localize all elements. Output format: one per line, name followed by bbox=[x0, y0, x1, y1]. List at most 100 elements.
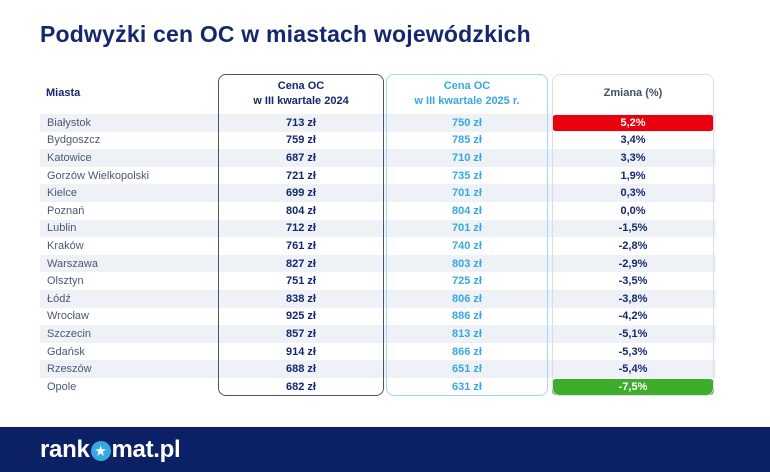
city-cell: Katowice bbox=[47, 151, 92, 164]
change-badge: -4,2% bbox=[618, 310, 648, 323]
price-2024-cell: 682 zł bbox=[286, 380, 316, 393]
price-2025-cell: 785 zł bbox=[452, 134, 482, 147]
city-cell: Rzeszów bbox=[47, 363, 92, 376]
star-icon: ★ bbox=[90, 440, 111, 461]
city-cell: Kraków bbox=[47, 239, 84, 252]
price-2024-cell: 838 zł bbox=[286, 292, 316, 305]
price-2025-cell: 701 zł bbox=[452, 222, 482, 235]
price-2024-cell: 827 zł bbox=[286, 257, 316, 270]
price-2025-cell: 886 zł bbox=[452, 310, 482, 323]
city-cell: Gorzów Wielkopolski bbox=[47, 169, 150, 182]
change-cell: -2,9% bbox=[550, 255, 716, 273]
table-row: Łódź 838 zł 806 zł -3,8% bbox=[40, 289, 716, 308]
change-badge: -2,8% bbox=[618, 239, 648, 252]
change-cell: -4,2% bbox=[550, 308, 716, 326]
change-cell: 3,4% bbox=[550, 132, 716, 150]
table-row: Lublin 712 zł 701 zł -1,5% bbox=[40, 219, 716, 238]
city-cell: Gdańsk bbox=[47, 345, 85, 358]
table-row: Wrocław 925 zł 886 zł -4,2% bbox=[40, 308, 716, 326]
change-cell: 1,9% bbox=[550, 167, 716, 185]
price-2025-cell: 804 zł bbox=[452, 204, 482, 217]
change-cell: -5,4% bbox=[550, 360, 716, 378]
price-2025-cell: 750 zł bbox=[452, 116, 482, 129]
page-title: Podwyżki cen OC w miastach wojewódzkich bbox=[40, 21, 531, 47]
change-badge: 0,0% bbox=[620, 204, 646, 217]
change-badge: 5,2% bbox=[552, 114, 714, 131]
change-cell: -2,8% bbox=[550, 237, 716, 255]
header-cities: Miasta bbox=[46, 87, 81, 100]
price-table: Miasta Cena OC w III kwartale 2024 Cena … bbox=[40, 74, 716, 396]
change-badge: -5,1% bbox=[618, 327, 648, 340]
price-2025-cell: 740 zł bbox=[452, 239, 482, 252]
table-row: Białystok 713 zł 750 zł 5,2% bbox=[40, 114, 716, 132]
price-2024-cell: 914 zł bbox=[286, 345, 316, 358]
change-cell: 0,3% bbox=[550, 184, 716, 202]
price-2025-cell: 866 zł bbox=[452, 345, 482, 358]
table-row: Warszawa 827 zł 803 zł -2,9% bbox=[40, 254, 716, 273]
table-row: Olsztyn 751 zł 725 zł -3,5% bbox=[40, 272, 716, 290]
change-badge: -3,8% bbox=[618, 292, 648, 305]
change-badge: 3,3% bbox=[620, 151, 646, 164]
table-header-row: Miasta Cena OC w III kwartale 2024 Cena … bbox=[40, 74, 716, 114]
price-2024-cell: 857 zł bbox=[286, 327, 316, 340]
price-2024-cell: 721 zł bbox=[286, 169, 316, 182]
price-2024-cell: 759 zł bbox=[286, 134, 316, 147]
city-cell: Opole bbox=[47, 380, 77, 393]
city-cell: Lublin bbox=[47, 222, 77, 235]
change-cell: -7,5% bbox=[550, 378, 716, 396]
table-body: Białystok 713 zł 750 zł 5,2% Bydgoszcz 7… bbox=[40, 114, 716, 396]
table-row: Kielce 699 zł 701 zł 0,3% bbox=[40, 184, 716, 202]
change-cell: -3,5% bbox=[550, 272, 716, 290]
change-cell: -5,3% bbox=[550, 343, 716, 361]
price-2025-cell: 701 zł bbox=[452, 187, 482, 200]
price-2025-cell: 631 zł bbox=[452, 380, 482, 393]
price-2024-cell: 713 zł bbox=[286, 116, 316, 129]
city-cell: Bydgoszcz bbox=[47, 134, 101, 147]
price-2025-cell: 710 zł bbox=[452, 151, 482, 164]
change-badge: -5,4% bbox=[618, 363, 648, 376]
table-row: Bydgoszcz 759 zł 785 zł 3,4% bbox=[40, 132, 716, 150]
city-cell: Wrocław bbox=[47, 310, 89, 323]
change-cell: -1,5% bbox=[550, 220, 716, 238]
price-2024-cell: 804 zł bbox=[286, 204, 316, 217]
change-badge: -7,5% bbox=[552, 378, 714, 395]
change-badge: -3,5% bbox=[618, 275, 648, 288]
change-cell: -3,8% bbox=[550, 290, 716, 308]
change-cell: 5,2% bbox=[550, 114, 716, 132]
price-2024-cell: 761 zł bbox=[286, 239, 316, 252]
change-badge: 3,4% bbox=[620, 134, 646, 147]
price-2024-cell: 925 zł bbox=[286, 310, 316, 323]
price-2024-cell: 712 zł bbox=[286, 222, 316, 235]
change-cell: -5,1% bbox=[550, 325, 716, 343]
price-2024-cell: 688 zł bbox=[286, 363, 316, 376]
price-2025-cell: 803 zł bbox=[452, 257, 482, 270]
table-row: Kraków 761 zł 740 zł -2,8% bbox=[40, 237, 716, 255]
table-row: Opole 682 zł 631 zł -7,5% bbox=[40, 378, 716, 396]
change-badge: 0,3% bbox=[620, 187, 646, 200]
city-cell: Białystok bbox=[47, 116, 92, 129]
logo-text-prefix: rank bbox=[40, 435, 90, 463]
table-row: Szczecin 857 zł 813 zł -5,1% bbox=[40, 325, 716, 343]
price-2024-cell: 687 zł bbox=[286, 151, 316, 164]
price-2025-cell: 806 zł bbox=[452, 292, 482, 305]
change-cell: 3,3% bbox=[550, 149, 716, 167]
price-2024-cell: 699 zł bbox=[286, 187, 316, 200]
table-row: Katowice 687 zł 710 zł 3,3% bbox=[40, 149, 716, 167]
header-price-2024: Cena OC w III kwartale 2024 bbox=[253, 79, 349, 107]
city-cell: Poznań bbox=[47, 204, 85, 217]
table-row: Rzeszów 688 zł 651 zł -5,4% bbox=[40, 360, 716, 378]
change-cell: 0,0% bbox=[550, 202, 716, 220]
logo-text-suffix: mat.pl bbox=[111, 435, 181, 463]
city-cell: Olsztyn bbox=[47, 275, 84, 288]
price-2025-cell: 735 zł bbox=[452, 169, 482, 182]
table-row: Gorzów Wielkopolski 721 zł 735 zł 1,9% bbox=[40, 167, 716, 185]
city-cell: Łódź bbox=[47, 292, 71, 305]
price-2025-cell: 725 zł bbox=[452, 275, 482, 288]
city-cell: Warszawa bbox=[47, 257, 98, 270]
city-cell: Szczecin bbox=[47, 327, 92, 340]
change-badge: -5,3% bbox=[618, 345, 648, 358]
change-badge: -1,5% bbox=[618, 222, 648, 235]
table-row: Gdańsk 914 zł 866 zł -5,3% bbox=[40, 343, 716, 361]
change-badge: -2,9% bbox=[618, 257, 648, 270]
